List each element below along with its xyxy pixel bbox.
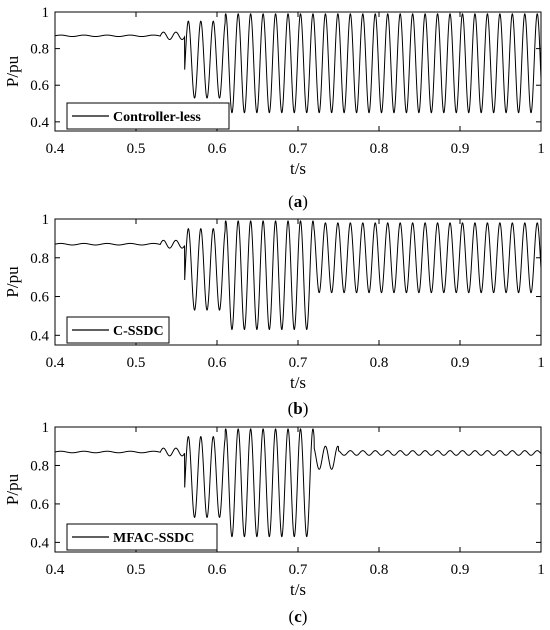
y-tick-label: 0.6	[30, 497, 49, 513]
y-tick-label: 1	[42, 420, 50, 436]
y-tick-label: 0.6	[30, 290, 49, 306]
series-line-controller-less	[54, 13, 542, 114]
y-tick-label: 0.6	[30, 78, 49, 94]
y-axis-label: P/pu	[3, 55, 22, 87]
y-axis-label: P/pu	[3, 473, 22, 505]
x-tick-label: 1	[537, 355, 545, 371]
legend-label: C-SSDC	[113, 324, 164, 339]
x-tick-label: 0.5	[127, 355, 146, 371]
x-tick-label: 0.6	[208, 141, 227, 157]
caption-letter: a	[294, 192, 303, 211]
x-axis-label: t/s	[290, 159, 306, 178]
x-tick-label: 0.4	[46, 562, 65, 578]
x-tick-label: 0.7	[289, 562, 308, 578]
legend: C-SSDC	[66, 316, 170, 344]
series-line-mfac-ssdc	[54, 428, 542, 538]
caption-letter: b	[293, 399, 302, 418]
y-ticks: 0.4 0.6 0.8 1	[30, 420, 541, 551]
legend: Controller-less	[66, 102, 230, 130]
panel-caption: (a)	[288, 192, 308, 211]
x-tick-label: 1	[537, 141, 545, 157]
series-line-c-ssdc	[54, 220, 542, 331]
x-tick-label: 0.4	[46, 141, 65, 157]
y-tick-label: 0.8	[30, 458, 49, 474]
legend: MFAC-SSDC	[66, 523, 218, 551]
panel-a: 0.4 0.5 0.6 0.7 0.8 0.9 1 0.4 0.6 0.8 1 Controlle…	[3, 5, 545, 211]
x-tick-label: 0.5	[127, 562, 146, 578]
x-tick-label: 0.7	[289, 141, 308, 157]
x-tick-label: 0.8	[370, 562, 389, 578]
y-tick-label: 0.8	[30, 42, 49, 58]
legend-label: MFAC-SSDC	[113, 531, 194, 546]
x-tick-label: 0.9	[451, 141, 470, 157]
x-tick-label: 0.9	[451, 355, 470, 371]
panel-caption: (c)	[289, 607, 308, 626]
legend-label: Controller-less	[113, 110, 201, 125]
y-ticks: 0.4 0.6 0.8 1	[30, 212, 541, 344]
x-ticks: 0.4 0.5 0.6 0.7 0.8 0.9 1	[46, 427, 545, 578]
y-tick-label: 1	[42, 5, 50, 21]
x-tick-label: 0.8	[370, 355, 389, 371]
x-tick-label: 0.4	[46, 355, 65, 371]
panel-b: 0.4 0.5 0.6 0.7 0.8 0.9 1 0.4 0.6 0.8 1 C-SSDC P/…	[3, 212, 545, 418]
caption-letter: c	[294, 607, 302, 626]
y-axis-label: P/pu	[3, 266, 22, 298]
x-axis-label: t/s	[290, 580, 306, 599]
panel-c: 0.4 0.5 0.6 0.7 0.8 0.9 1 0.4 0.6 0.8 1 MFAC-SSDC…	[3, 420, 545, 626]
y-ticks: 0.4 0.6 0.8 1	[30, 5, 541, 131]
y-tick-label: 0.8	[30, 251, 49, 267]
y-tick-label: 0.4	[30, 115, 49, 131]
x-tick-label: 0.7	[289, 355, 308, 371]
x-tick-label: 0.9	[451, 562, 470, 578]
x-axis-label: t/s	[290, 373, 306, 392]
x-tick-label: 0.6	[208, 562, 227, 578]
y-tick-label: 0.4	[30, 535, 49, 551]
x-tick-label: 0.8	[370, 141, 389, 157]
y-tick-label: 0.4	[30, 328, 49, 344]
x-tick-label: 0.6	[208, 355, 227, 371]
y-tick-label: 1	[42, 212, 50, 228]
x-tick-label: 1	[537, 562, 545, 578]
x-ticks: 0.4 0.5 0.6 0.7 0.8 0.9 1	[46, 219, 545, 371]
x-tick-label: 0.5	[127, 141, 146, 157]
panel-caption: (b)	[288, 399, 309, 418]
x-ticks: 0.4 0.5 0.6 0.7 0.8 0.9 1	[46, 12, 545, 157]
